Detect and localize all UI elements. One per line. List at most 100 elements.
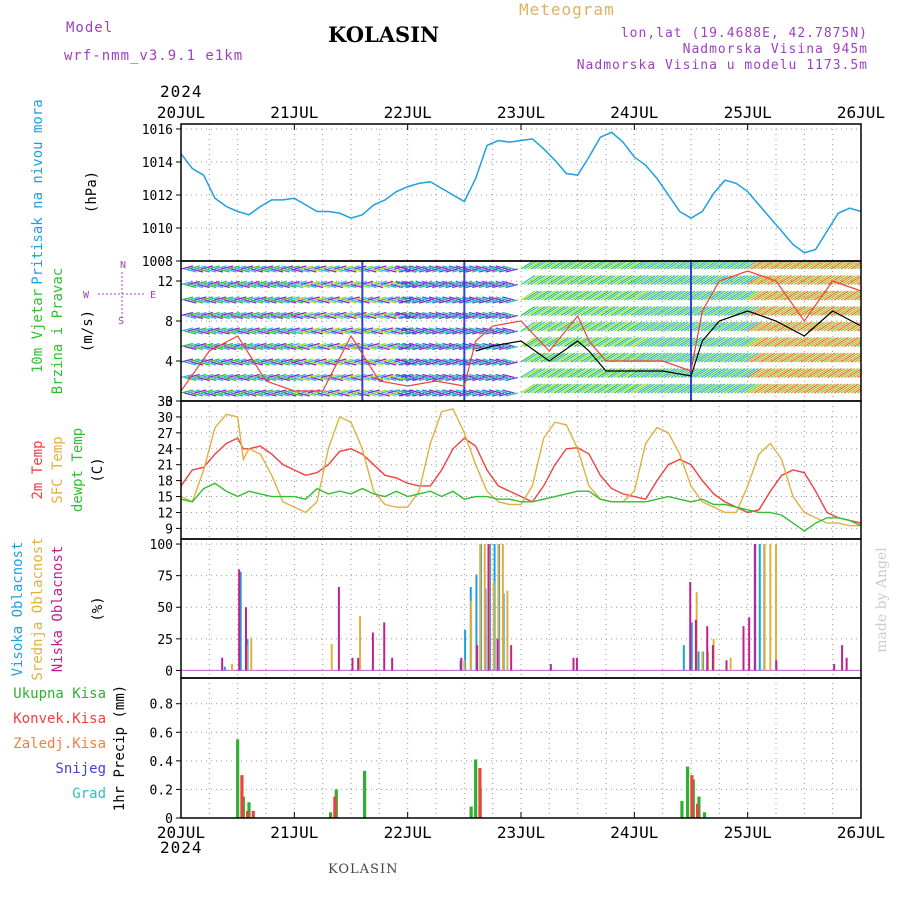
wind-barb: [820, 352, 836, 363]
wind-barb: [492, 283, 505, 289]
wind-barb: [187, 265, 200, 270]
wind-barb: [190, 376, 204, 382]
wind-barb: [777, 352, 792, 363]
wind-barb: [260, 358, 274, 363]
wind-barb: [354, 265, 367, 270]
wind-barb: [415, 265, 428, 270]
wind-barb: [777, 290, 792, 301]
wind-barb: [637, 290, 652, 301]
wind-barb: [197, 268, 210, 273]
wind-barb: [714, 321, 729, 332]
wind-barb: [790, 336, 806, 348]
model-label: Model: [66, 20, 114, 36]
wind-barb: [640, 321, 656, 332]
wind-barb: [247, 265, 260, 270]
wind-barb: [224, 299, 237, 304]
wind-barb: [247, 342, 260, 348]
wind-barb: [327, 265, 340, 270]
wind-barb: [584, 321, 599, 332]
wind-barb: [520, 383, 536, 394]
wind-barb: [505, 314, 518, 320]
year-bottom: 2024: [160, 838, 203, 857]
wind-barb: [557, 383, 572, 394]
wind-barb: [344, 314, 357, 320]
wind-barb: [357, 361, 370, 366]
wind-barb: [677, 383, 692, 394]
wind-barb: [550, 274, 566, 286]
wind-barb: [475, 373, 488, 379]
wind-barb: [800, 290, 816, 301]
wind-barb: [264, 361, 277, 366]
wind-barb: [364, 314, 377, 320]
wind-barb: [370, 361, 384, 366]
wind-barb: [398, 330, 412, 335]
wind-barb: [187, 373, 200, 379]
wind-barb: [760, 367, 776, 379]
wind-barb: [350, 345, 364, 351]
wind-barb: [567, 290, 582, 301]
wind-barb: [524, 367, 539, 379]
wind-barb: [660, 274, 676, 286]
wind-barb: [181, 389, 194, 394]
wind-barb: [350, 299, 364, 304]
wind-barb: [704, 305, 719, 317]
wind-barb: [455, 327, 468, 332]
wind-barb: [797, 274, 812, 286]
wind-barb: [184, 376, 197, 382]
wind-barb: [650, 367, 666, 379]
wind-barb: [190, 345, 204, 351]
wind-barb: [465, 299, 478, 304]
wind-barb: [570, 274, 586, 286]
wind-barb: [767, 321, 782, 332]
wind-barb: [547, 305, 562, 317]
wind-barb: [770, 274, 786, 286]
wind-barb: [412, 299, 425, 304]
wind-barb: [485, 392, 498, 397]
wind-barb: [254, 358, 267, 363]
wind-barb: [190, 299, 204, 304]
wind-barb: [350, 283, 364, 289]
wind-barb: [284, 376, 297, 382]
wind-barb: [217, 314, 230, 320]
wind-barb: [274, 265, 287, 270]
wind-barb: [264, 314, 277, 320]
wind-barb: [320, 327, 334, 332]
wind-barb: [717, 336, 732, 348]
wind-barb: [554, 305, 569, 317]
wind-barb: [554, 274, 569, 286]
wind-barb: [408, 280, 422, 286]
wind-barb: [704, 321, 719, 332]
wind-barb: [810, 336, 826, 348]
wind-barb: [794, 290, 809, 301]
precip-bar-precip_conv: [690, 775, 694, 818]
wind-barb: [574, 367, 589, 379]
wind-barb: [230, 299, 244, 304]
wind-barb: [234, 342, 247, 348]
wind-barb: [250, 268, 264, 273]
wind-barb: [830, 305, 846, 317]
wind-barb: [614, 367, 629, 379]
wind-barb: [370, 268, 384, 273]
wind-barb: [244, 330, 257, 335]
wind-barb: [814, 274, 829, 286]
wind-barb: [620, 367, 636, 379]
wind-barb: [760, 305, 776, 317]
wind-barb: [774, 290, 789, 301]
wind-barb: [347, 358, 360, 363]
wind-barb: [740, 321, 756, 332]
wind-barb: [244, 392, 257, 397]
wind-barb: [435, 389, 448, 394]
wind-barb: [627, 290, 642, 301]
wind-barb: [617, 321, 632, 332]
wind-barb: [297, 392, 310, 397]
wind-barb: [674, 305, 689, 317]
wind-barb: [435, 311, 448, 317]
wind-barb: [847, 368, 861, 379]
wind-barb: [287, 358, 300, 363]
wind-barb: [780, 321, 796, 332]
wind-barb: [677, 336, 692, 348]
wind-barb: [827, 383, 842, 394]
wind-barb: [617, 336, 632, 348]
wind-barb: [244, 345, 257, 351]
wind-barb: [364, 361, 377, 366]
